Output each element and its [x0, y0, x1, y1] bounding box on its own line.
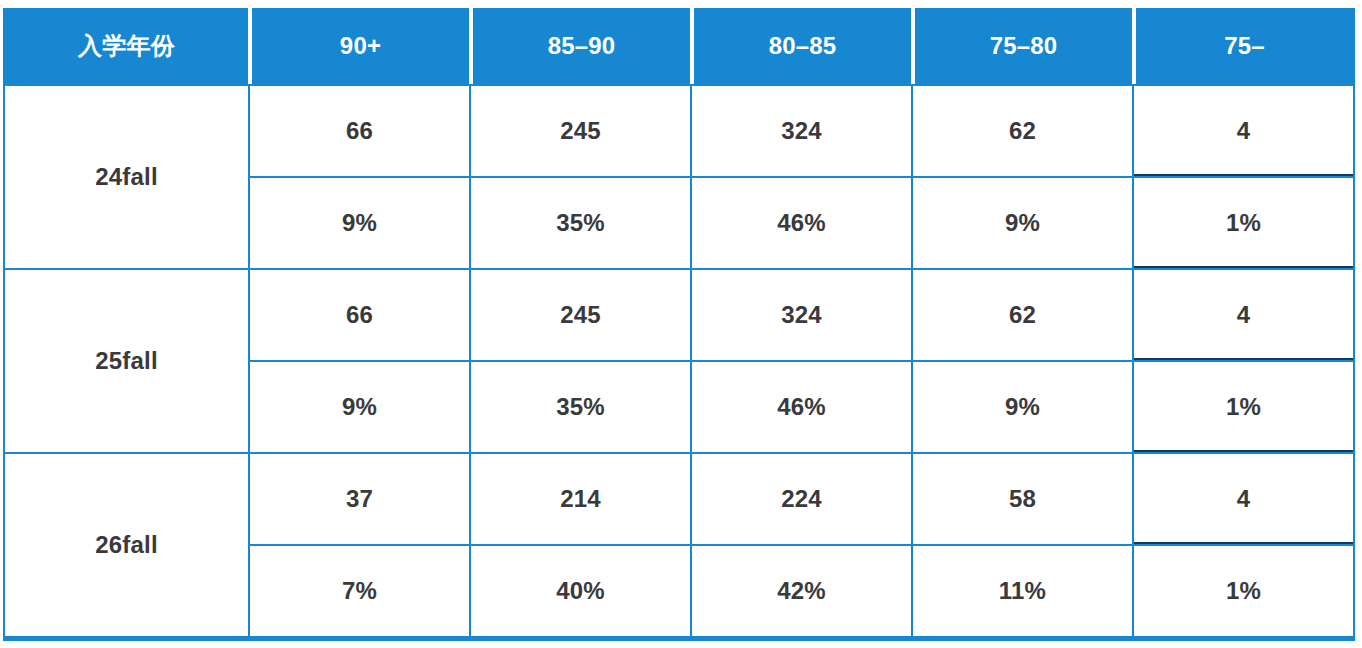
- percent-cell: 7%: [250, 546, 469, 636]
- table-grid: 入学年份 90+ 85–90 80–85 75–80 75– 24fall 66…: [3, 8, 1355, 641]
- percent-cell: 46%: [692, 362, 911, 452]
- percent-cell: 11%: [913, 546, 1132, 636]
- count-cell: 62: [913, 270, 1132, 360]
- percent-cell: 9%: [250, 178, 469, 268]
- count-cell: 4: [1134, 454, 1353, 544]
- header-cell-year: 入学年份: [5, 8, 248, 84]
- year-cell-26fall: 26fall: [5, 454, 248, 636]
- count-cell: 58: [913, 454, 1132, 544]
- score-distribution-table: 入学年份 90+ 85–90 80–85 75–80 75– 24fall 66…: [3, 8, 1356, 641]
- header-cell-80-85: 80–85: [692, 8, 911, 84]
- percent-cell: 35%: [471, 178, 690, 268]
- percent-cell: 35%: [471, 362, 690, 452]
- percent-cell: 1%: [1134, 546, 1353, 636]
- year-cell-24fall: 24fall: [5, 86, 248, 268]
- count-cell: 37: [250, 454, 469, 544]
- count-cell: 214: [471, 454, 690, 544]
- count-cell: 224: [692, 454, 911, 544]
- count-cell: 245: [471, 270, 690, 360]
- count-cell: 324: [692, 86, 911, 176]
- percent-cell: 9%: [913, 178, 1132, 268]
- header-cell-85-90: 85–90: [471, 8, 690, 84]
- percent-cell: 1%: [1134, 178, 1353, 268]
- header-cell-90plus: 90+: [250, 8, 469, 84]
- count-cell: 66: [250, 270, 469, 360]
- header-cell-75-80: 75–80: [913, 8, 1132, 84]
- count-cell: 4: [1134, 270, 1353, 360]
- year-cell-25fall: 25fall: [5, 270, 248, 452]
- percent-cell: 46%: [692, 178, 911, 268]
- count-cell: 245: [471, 86, 690, 176]
- percent-cell: 1%: [1134, 362, 1353, 452]
- count-cell: 62: [913, 86, 1132, 176]
- count-cell: 66: [250, 86, 469, 176]
- percent-cell: 42%: [692, 546, 911, 636]
- percent-cell: 40%: [471, 546, 690, 636]
- count-cell: 324: [692, 270, 911, 360]
- percent-cell: 9%: [250, 362, 469, 452]
- count-cell: 4: [1134, 86, 1353, 176]
- percent-cell: 9%: [913, 362, 1132, 452]
- header-cell-75minus: 75–: [1134, 8, 1353, 84]
